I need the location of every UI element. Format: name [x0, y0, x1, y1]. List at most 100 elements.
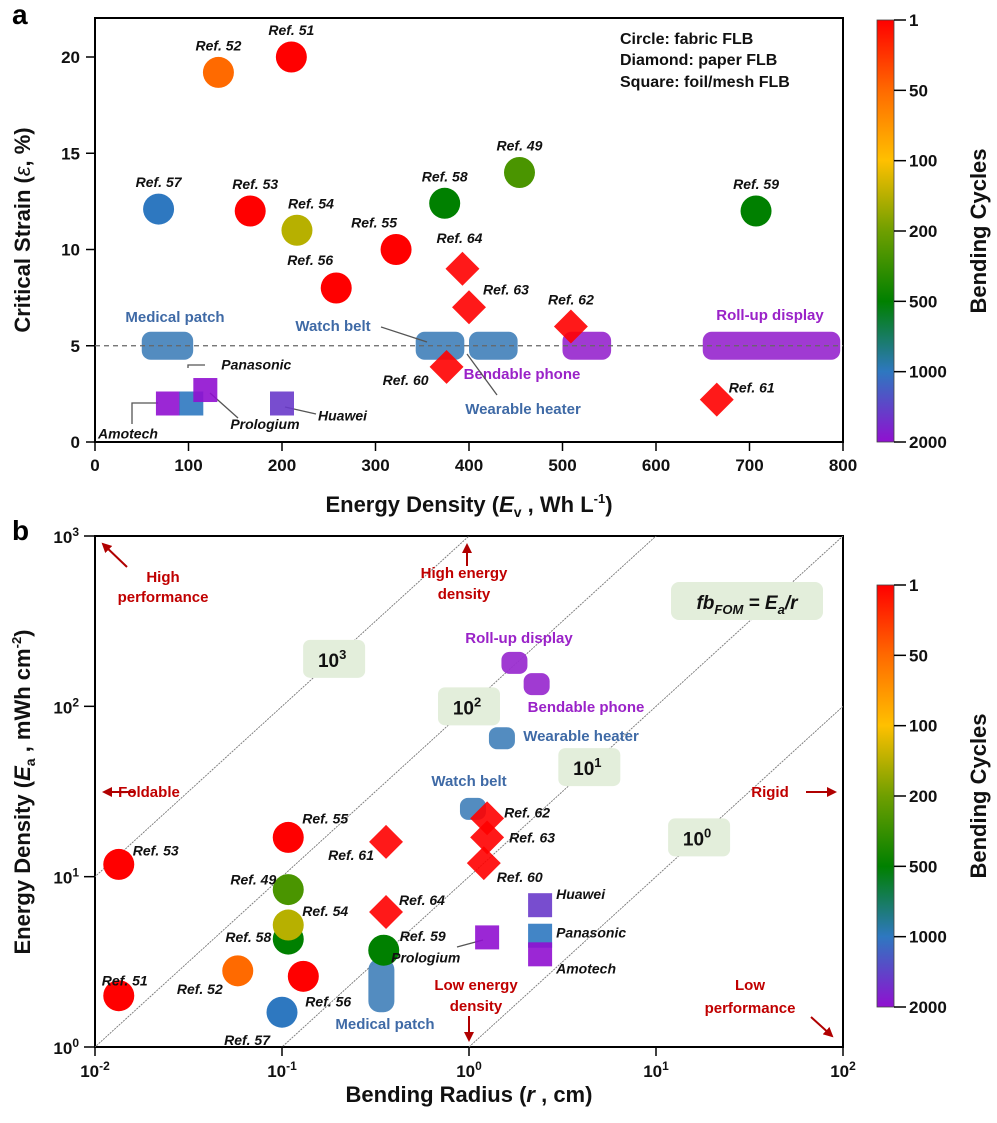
point-ref-61	[699, 382, 734, 417]
app-label-watch-belt: Watch belt	[295, 318, 370, 335]
colorbar-tick-label: 500	[909, 857, 937, 876]
colorbar-tick-label: 2000	[909, 433, 947, 452]
fom-formula-bg	[671, 582, 823, 620]
fom-label-10: 101	[573, 755, 601, 780]
point-label-prologium: Prologium	[230, 416, 299, 432]
colorbar-tick-label: 100	[909, 152, 937, 171]
app-label-wearable-heater: Wearable heater	[465, 401, 581, 418]
point-ref-60	[466, 846, 501, 881]
point-ref-63	[452, 290, 486, 325]
annotation-low-energy-density: Low energy	[434, 977, 518, 994]
fom-label-bg	[438, 687, 500, 726]
colorbar-gradient	[876, 19, 895, 443]
x-axis-label-b: Bending Radius (r , cm)	[346, 1082, 593, 1107]
colorbar-tick-label: 100	[909, 717, 937, 736]
colorbar-tick-label: 500	[909, 292, 937, 311]
point-label-huawei: Huawei	[318, 408, 368, 424]
x-tick-label: 100	[456, 1059, 482, 1081]
point-label-ref-51: Ref. 51	[268, 22, 314, 38]
point-label-ref-59: Ref. 59	[400, 928, 446, 944]
y-tick-label: 101	[53, 866, 79, 888]
point-amotech	[155, 391, 180, 416]
leader-line-amotech	[131, 402, 158, 424]
colorbar-tick-label: 1	[909, 576, 918, 595]
point-label-ref-56: Ref. 56	[305, 993, 351, 1009]
colorbar-tick-label: 50	[909, 646, 928, 665]
point-label-ref-53: Ref. 53	[232, 176, 278, 192]
point-ref-62	[470, 801, 505, 836]
point-ref-54	[272, 909, 304, 941]
app-blob-medical-patch	[368, 958, 395, 1013]
point-ref-57	[143, 193, 175, 225]
point-ref-63	[470, 820, 505, 855]
colorbar-b: 1 50 100 200 500 1000 2000 Bending Cycles	[876, 576, 991, 1017]
app-blob-wearable-heater	[488, 727, 515, 750]
point-ref-64	[369, 895, 403, 929]
annotation-foldable: Foldable	[118, 784, 180, 801]
colorbar-title: Bending Cycles	[966, 713, 991, 878]
x-tick-label: 400	[455, 456, 483, 475]
point-label-amotech: Amotech	[97, 426, 158, 442]
legend-line-square: Square: foil/mesh FLB	[620, 74, 790, 91]
point-huawei	[270, 391, 294, 416]
x-tick-label: 800	[829, 456, 857, 475]
fom-label-bg	[558, 748, 621, 787]
y-tick-label: 102	[53, 695, 79, 717]
x-axis-label-a: Energy Density (Ev , Wh L-1)	[325, 491, 612, 520]
colorbar-tick-label: 200	[909, 787, 937, 806]
x-tick-label: 700	[735, 456, 763, 475]
point-huawei	[528, 893, 553, 918]
annotation-low-energy-density: density	[450, 998, 503, 1015]
point-ref-59	[740, 195, 772, 227]
x-tick-label: 200	[268, 456, 296, 475]
app-label-bendable-phone: Bendable phone	[464, 366, 581, 383]
x-tick-label: 0	[90, 456, 99, 475]
point-label-ref-64: Ref. 64	[436, 230, 482, 246]
fom-formula: fbFOM = Ea/r	[696, 593, 799, 617]
annotation-rigid: Rigid	[751, 784, 789, 801]
app-blob-roll-up-display	[501, 651, 528, 674]
y-tick-label: 103	[53, 525, 79, 547]
y-tick-label: 10	[61, 241, 80, 260]
app-label-watch-belt: Watch belt	[431, 773, 506, 790]
point-ref-49	[503, 157, 535, 188]
point-label-ref-51: Ref. 51	[102, 973, 148, 989]
point-label-ref-54: Ref. 54	[302, 903, 348, 919]
legend-text: Circle: fabric FLB Diamond: paper FLB Sq…	[620, 31, 790, 91]
legend-line-circle: Circle: fabric FLB	[620, 31, 753, 48]
point-ref-54	[281, 214, 313, 246]
point-ref-59	[368, 934, 400, 966]
point-label-panasonic: Panasonic	[221, 357, 291, 373]
colorbar-tick-label: 1	[909, 11, 918, 30]
point-label-ref-60: Ref. 60	[383, 372, 429, 388]
app-label-roll-up-display: Roll-up display	[716, 307, 824, 324]
y-tick-label: 20	[61, 48, 80, 67]
point-label-panasonic: Panasonic	[556, 925, 626, 941]
point-prologium	[475, 925, 500, 950]
annotation-high-performance: High	[146, 569, 179, 586]
app-label-medical-patch: Medical patch	[335, 1016, 434, 1033]
point-label-ref-63: Ref. 63	[509, 829, 555, 845]
application-bands-a: Medical patch Watch belt Wearable heater Be…	[125, 307, 841, 418]
annotation-high-energy-density: density	[438, 586, 491, 603]
fom-label-bg	[668, 818, 731, 857]
legend-line-diamond: Diamond: paper FLB	[620, 52, 777, 69]
point-label-huawei: Huawei	[556, 886, 606, 902]
leader-line	[380, 326, 428, 343]
point-label-prologium: Prologium	[391, 949, 460, 965]
arrow-down-right	[810, 1016, 834, 1038]
panel-label-b: b	[12, 515, 29, 546]
x-tick-label: 300	[361, 456, 389, 475]
point-ref-56	[320, 272, 352, 304]
y-tick-label: 100	[53, 1036, 79, 1058]
fom-label-1: 100	[683, 825, 711, 850]
point-ref-58	[429, 187, 461, 219]
x-tick-label: 100	[174, 456, 202, 475]
point-ref-53	[234, 195, 266, 227]
app-label-medical-patch: Medical patch	[125, 309, 224, 326]
y-axis-label-b: Energy Density (Ea , mWh cm-2)	[9, 630, 38, 955]
colorbar-gradient	[876, 584, 895, 1008]
fom-line-1	[468, 705, 843, 1047]
point-ref-51	[275, 41, 307, 73]
